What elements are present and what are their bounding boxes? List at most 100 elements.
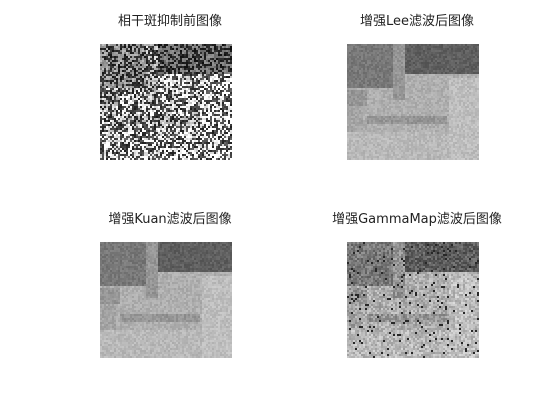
image-pixel bbox=[174, 50, 176, 52]
image-pixel bbox=[176, 126, 178, 128]
image-pixel bbox=[170, 114, 172, 116]
image-pixel bbox=[222, 70, 224, 72]
image-pixel bbox=[190, 118, 192, 120]
image-pixel bbox=[200, 80, 202, 82]
image-pixel bbox=[182, 62, 184, 64]
image-pixel bbox=[172, 140, 174, 142]
image-pixel bbox=[218, 154, 220, 156]
image-pixel bbox=[433, 56, 435, 58]
image-pixel bbox=[427, 50, 429, 52]
image-pixel bbox=[220, 152, 222, 154]
image-pixel bbox=[142, 76, 144, 78]
image-pixel bbox=[172, 98, 174, 100]
image-pixel bbox=[198, 122, 200, 124]
image-pixel bbox=[174, 100, 176, 102]
image-pixel bbox=[208, 152, 210, 154]
image-pixel bbox=[184, 54, 186, 56]
image-pixel bbox=[204, 122, 206, 124]
image-pixel bbox=[216, 78, 218, 80]
image-pixel bbox=[192, 92, 194, 94]
image-pixel bbox=[110, 94, 112, 96]
image-pixel bbox=[176, 154, 178, 156]
image-pixel bbox=[204, 136, 206, 138]
image-pixel bbox=[108, 86, 110, 88]
image-pixel bbox=[192, 114, 194, 116]
image-pixel bbox=[220, 110, 222, 112]
image-pixel bbox=[228, 60, 230, 62]
image-pixel bbox=[180, 128, 182, 130]
image-pixel bbox=[210, 64, 212, 66]
image-pixel bbox=[202, 144, 204, 146]
image-pixel bbox=[178, 112, 180, 114]
image-pixel bbox=[168, 70, 170, 72]
image-pixel bbox=[228, 48, 230, 50]
image-pixel bbox=[130, 60, 132, 62]
image-pixel bbox=[415, 52, 417, 54]
image-pixel bbox=[413, 64, 415, 66]
image-pixel bbox=[415, 48, 417, 50]
image-pixel bbox=[174, 88, 176, 90]
image-pixel bbox=[102, 50, 104, 52]
image-pixel bbox=[230, 56, 232, 58]
image-pixel bbox=[196, 104, 198, 106]
image-pixel bbox=[387, 74, 389, 76]
image-pixel bbox=[102, 52, 104, 54]
image-pixel bbox=[104, 122, 106, 124]
image-pixel bbox=[405, 70, 407, 72]
image-pixel bbox=[106, 156, 108, 158]
image-pixel bbox=[206, 140, 208, 142]
image-pixel bbox=[162, 62, 164, 64]
image-pixel bbox=[128, 156, 130, 158]
image-pixel bbox=[136, 110, 138, 112]
image-pixel bbox=[132, 112, 134, 114]
image-pixel bbox=[184, 88, 186, 90]
image-pixel bbox=[397, 62, 399, 64]
image-pixel bbox=[132, 154, 134, 156]
image-pixel bbox=[419, 72, 421, 74]
image-pixel bbox=[164, 148, 166, 150]
image-pixel bbox=[168, 122, 170, 124]
image-pixel bbox=[401, 78, 403, 80]
image-pixel bbox=[156, 68, 158, 70]
image-pixel bbox=[146, 86, 148, 88]
image-pixel bbox=[210, 114, 212, 116]
image-pixel bbox=[132, 62, 134, 64]
image-pixel bbox=[230, 150, 232, 152]
image-pixel bbox=[443, 72, 445, 74]
image-pixel bbox=[190, 150, 192, 152]
image-pixel bbox=[148, 62, 150, 64]
image-pixel bbox=[180, 70, 182, 72]
image-pixel bbox=[347, 48, 349, 50]
image-pixel bbox=[361, 66, 363, 68]
image-pixel bbox=[168, 46, 170, 48]
image-pixel bbox=[224, 126, 226, 128]
image-pixel bbox=[116, 80, 118, 82]
image-pixel bbox=[192, 104, 194, 106]
image-pixel bbox=[447, 64, 449, 66]
image-pixel bbox=[184, 112, 186, 114]
image-pixel bbox=[220, 130, 222, 132]
image-pixel bbox=[144, 106, 146, 108]
image-pixel bbox=[423, 70, 425, 72]
image-pixel bbox=[411, 58, 413, 60]
image-pixel bbox=[381, 48, 383, 50]
image-pixel bbox=[192, 64, 194, 66]
image-pixel bbox=[208, 138, 210, 140]
image-pixel bbox=[431, 74, 433, 76]
image-pixel bbox=[176, 64, 178, 66]
image-pixel bbox=[385, 72, 387, 74]
image-pixel bbox=[136, 124, 138, 126]
image-pixel bbox=[433, 54, 435, 56]
image-pixel bbox=[423, 56, 425, 58]
image-pixel bbox=[210, 78, 212, 80]
image-pixel bbox=[150, 104, 152, 106]
image-pixel bbox=[160, 60, 162, 62]
image-pixel bbox=[156, 110, 158, 112]
image-pixel bbox=[204, 118, 206, 120]
image-pixel bbox=[168, 144, 170, 146]
image-pixel bbox=[192, 124, 194, 126]
image-pixel bbox=[202, 64, 204, 66]
image-pixel bbox=[224, 158, 226, 160]
image-pixel bbox=[110, 66, 112, 68]
image-pixel bbox=[168, 44, 170, 46]
